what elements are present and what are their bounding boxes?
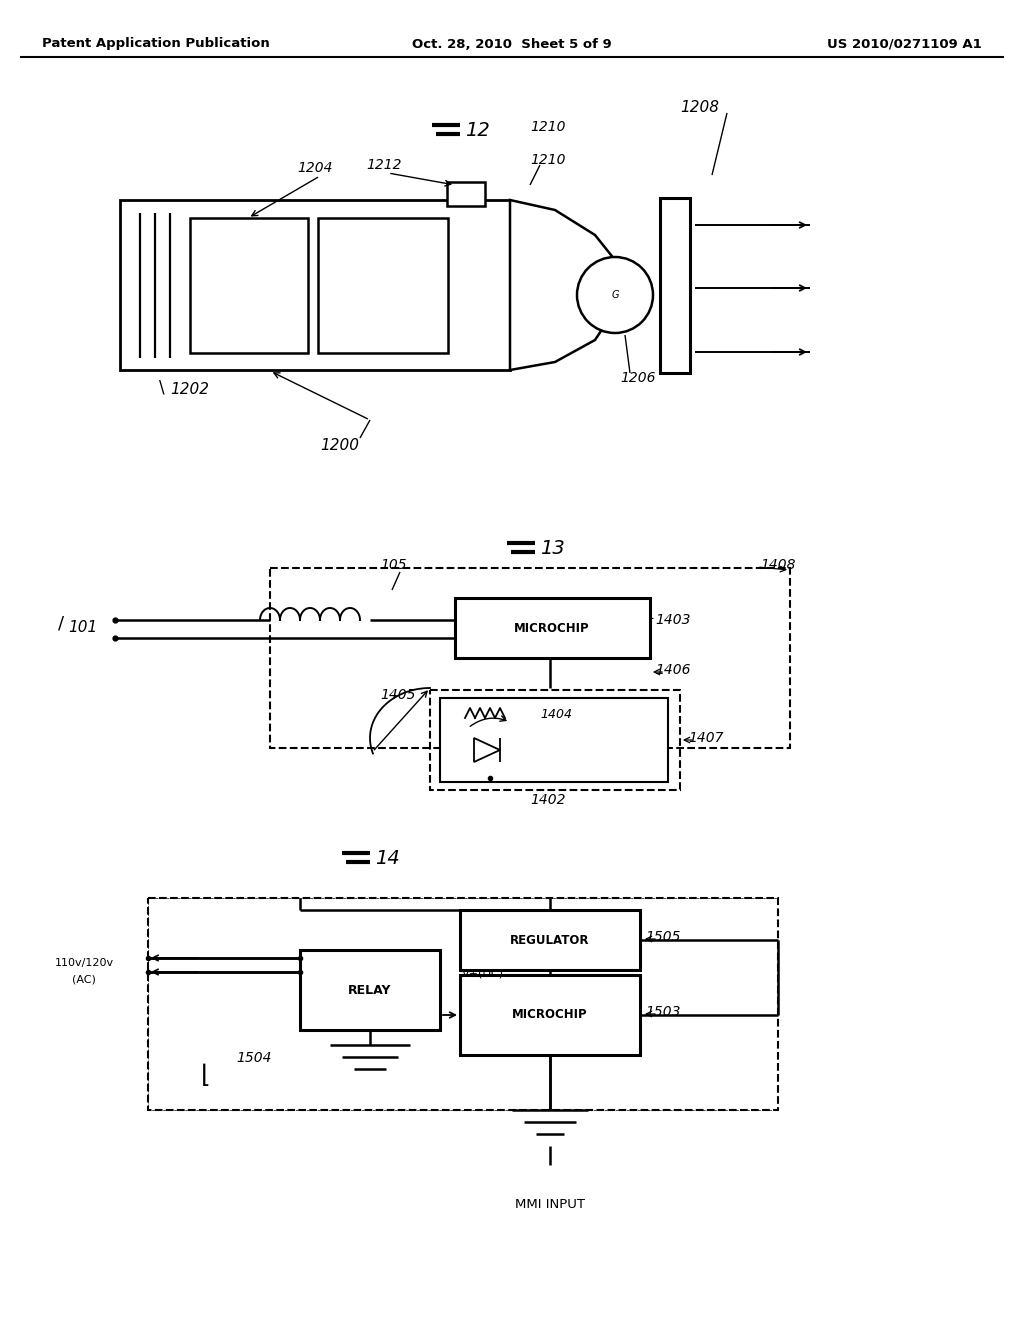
Bar — [430, 690, 680, 789]
Text: 1210: 1210 — [530, 153, 565, 168]
Text: 101: 101 — [68, 620, 97, 635]
Bar — [440, 698, 668, 781]
Text: 13: 13 — [540, 539, 565, 557]
Text: US 2010/0271109 A1: US 2010/0271109 A1 — [827, 37, 982, 50]
Bar — [270, 568, 790, 748]
Text: 14: 14 — [375, 849, 399, 867]
Bar — [460, 909, 640, 970]
Text: MICROCHIP: MICROCHIP — [512, 1008, 588, 1022]
Circle shape — [577, 257, 653, 333]
Bar — [148, 898, 778, 1110]
Bar — [120, 201, 510, 370]
Text: /: / — [58, 615, 65, 634]
Text: 1403: 1403 — [655, 612, 690, 627]
Text: MMI INPUT: MMI INPUT — [515, 1199, 585, 1212]
Text: G: G — [611, 290, 618, 300]
Text: 110v/120v: 110v/120v — [55, 958, 114, 968]
Text: 1504: 1504 — [236, 1051, 271, 1065]
Bar — [318, 218, 449, 352]
Text: 1503: 1503 — [645, 1005, 681, 1019]
Text: 1208: 1208 — [680, 100, 719, 116]
Text: REGULATOR: REGULATOR — [510, 933, 590, 946]
Bar — [300, 950, 440, 1030]
Text: 1408: 1408 — [760, 558, 796, 572]
Text: $\backslash$: $\backslash$ — [158, 379, 166, 397]
Text: RELAY: RELAY — [348, 983, 392, 997]
Text: MICROCHIP: MICROCHIP — [514, 622, 590, 635]
Bar — [190, 218, 308, 352]
Text: 1404: 1404 — [540, 709, 572, 722]
Text: 1212: 1212 — [366, 158, 401, 172]
Text: Oct. 28, 2010  Sheet 5 of 9: Oct. 28, 2010 Sheet 5 of 9 — [412, 37, 612, 50]
Bar — [460, 975, 640, 1055]
Text: (AC): (AC) — [72, 975, 96, 985]
Bar — [660, 198, 690, 374]
Text: 1505: 1505 — [645, 931, 681, 944]
Text: 1206: 1206 — [620, 371, 655, 385]
Text: 1200: 1200 — [319, 437, 359, 453]
Text: 1405: 1405 — [380, 688, 416, 702]
Text: 1402: 1402 — [530, 793, 565, 807]
Text: Patent Application Publication: Patent Application Publication — [42, 37, 269, 50]
Bar — [455, 598, 650, 657]
Polygon shape — [510, 201, 615, 370]
Text: 1204: 1204 — [297, 161, 333, 176]
Text: 1210: 1210 — [530, 120, 565, 135]
Text: 1202: 1202 — [170, 383, 209, 397]
Text: 1406: 1406 — [655, 663, 690, 677]
Bar — [447, 182, 485, 206]
Text: 105: 105 — [380, 558, 407, 572]
Text: V+(DC): V+(DC) — [462, 968, 504, 978]
Text: 1407: 1407 — [688, 731, 724, 744]
Text: 12: 12 — [465, 120, 489, 140]
Text: $\lfloor$: $\lfloor$ — [200, 1061, 209, 1089]
